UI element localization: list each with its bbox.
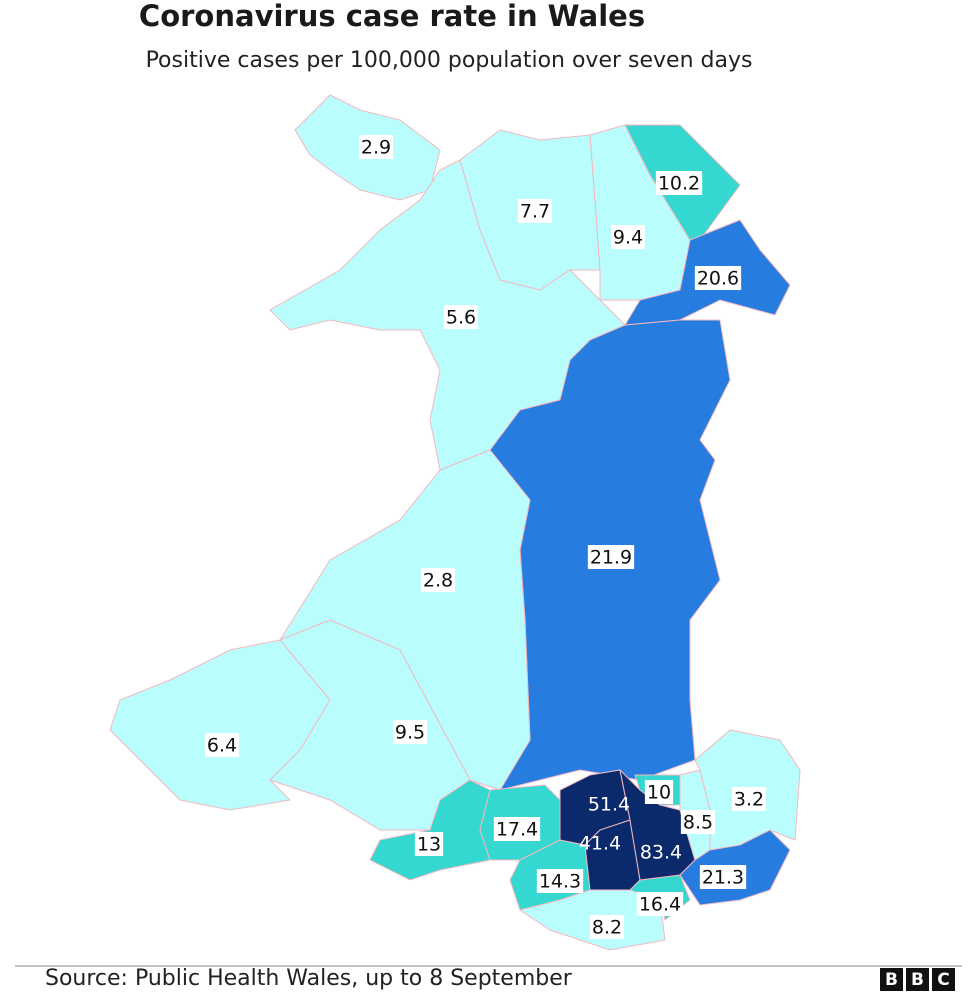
- value-label: 83.4: [640, 842, 682, 864]
- value-label: 21.9: [590, 547, 632, 569]
- label-box: [699, 865, 747, 889]
- label-box: [420, 568, 456, 592]
- value-label: 13: [417, 834, 441, 856]
- value-label: 21.3: [702, 867, 744, 889]
- subtitle: Positive cases per 100,000 population ov…: [146, 48, 753, 73]
- label-box: [517, 199, 553, 223]
- label-box: [392, 720, 428, 744]
- region: [369, 779, 491, 881]
- label-box: [610, 225, 646, 249]
- value-label: 3.2: [734, 789, 764, 811]
- value-label: 17.4: [496, 819, 538, 841]
- value-label: 20.6: [697, 268, 739, 290]
- value-label: 10.2: [658, 173, 700, 195]
- value-label: 5.6: [446, 307, 476, 329]
- label-box: [443, 305, 479, 329]
- label-box: [655, 171, 703, 195]
- logo-letter: B: [911, 970, 924, 990]
- source: Source: Public Health Wales, up to 8 Sep…: [45, 966, 573, 991]
- value-label: 7.7: [520, 201, 550, 223]
- label-box: [636, 892, 684, 916]
- label-box: [731, 787, 767, 811]
- logo-letter: C: [937, 970, 949, 990]
- label-box: [680, 810, 716, 834]
- title: Coronavirus case rate in Wales: [139, 0, 645, 33]
- label-box: [644, 780, 674, 804]
- value-label: 2.8: [423, 570, 453, 592]
- value-label: 14.3: [539, 871, 581, 893]
- label-box: [204, 733, 240, 757]
- value-label: 8.5: [683, 812, 713, 834]
- label-box: [536, 869, 584, 893]
- region: [269, 619, 471, 831]
- value-label: 41.4: [579, 833, 621, 855]
- logo-box: [880, 968, 903, 991]
- logo-letter: B: [885, 970, 898, 990]
- label-box: [587, 545, 635, 569]
- value-label: 16.4: [639, 894, 681, 916]
- label-box: [358, 135, 394, 159]
- value-label: 10: [647, 782, 671, 804]
- value-label: 2.9: [361, 137, 391, 159]
- value-label: 9.4: [613, 227, 643, 249]
- value-label: 8.2: [592, 917, 622, 939]
- value-label: 51.4: [588, 794, 630, 816]
- label-box: [493, 817, 541, 841]
- logo-box: [906, 968, 929, 991]
- value-label: 6.4: [207, 735, 237, 757]
- label-box: [589, 915, 625, 939]
- label-box: [414, 832, 444, 856]
- label-box: [694, 266, 742, 290]
- labels: 2.9 7.7 9.4 10.2 20.6 5.6 21.9 2.8 6.4 9.5 13 17.4 1…: [204, 135, 767, 939]
- logo-box: [932, 968, 955, 991]
- value-label: 9.5: [395, 722, 425, 744]
